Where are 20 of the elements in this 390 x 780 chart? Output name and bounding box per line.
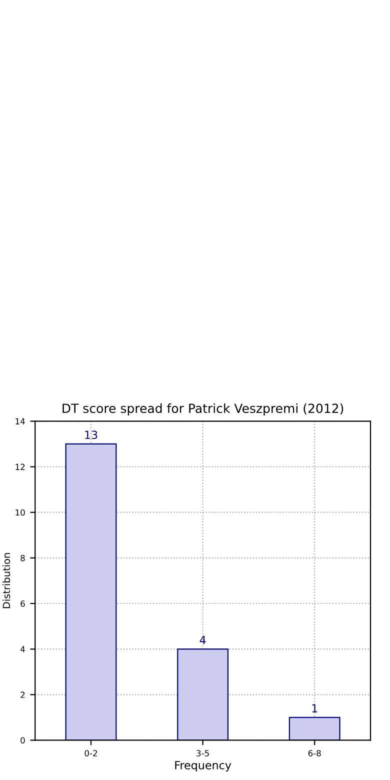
y-tick-label: 6 <box>20 600 25 607</box>
data-label: 1 <box>312 704 318 712</box>
x-tick-label: 0-2 <box>84 750 97 756</box>
y-tick-label: 14 <box>16 418 25 424</box>
y-tick-label: 4 <box>20 646 25 652</box>
x-tick-label: 6-8 <box>308 750 321 756</box>
y-tick-label: 2 <box>20 692 25 698</box>
y-tick-label: 8 <box>20 554 25 562</box>
y-axis-title: Distribution <box>2 553 10 608</box>
x-tick-label: 3-5 <box>196 750 209 756</box>
chart-title: DT score spread for Patrick Veszpremi (2012) <box>62 403 344 416</box>
x-axis-title: Frequency <box>175 761 232 772</box>
bar <box>288 716 340 740</box>
data-label: 4 <box>200 636 206 644</box>
data-label: 13 <box>85 430 98 440</box>
y-tick-label: 0 <box>20 737 25 744</box>
y-tick-label: 12 <box>16 464 25 470</box>
bar <box>177 648 229 740</box>
y-tick-label: 10 <box>16 509 25 516</box>
bar <box>65 443 117 740</box>
